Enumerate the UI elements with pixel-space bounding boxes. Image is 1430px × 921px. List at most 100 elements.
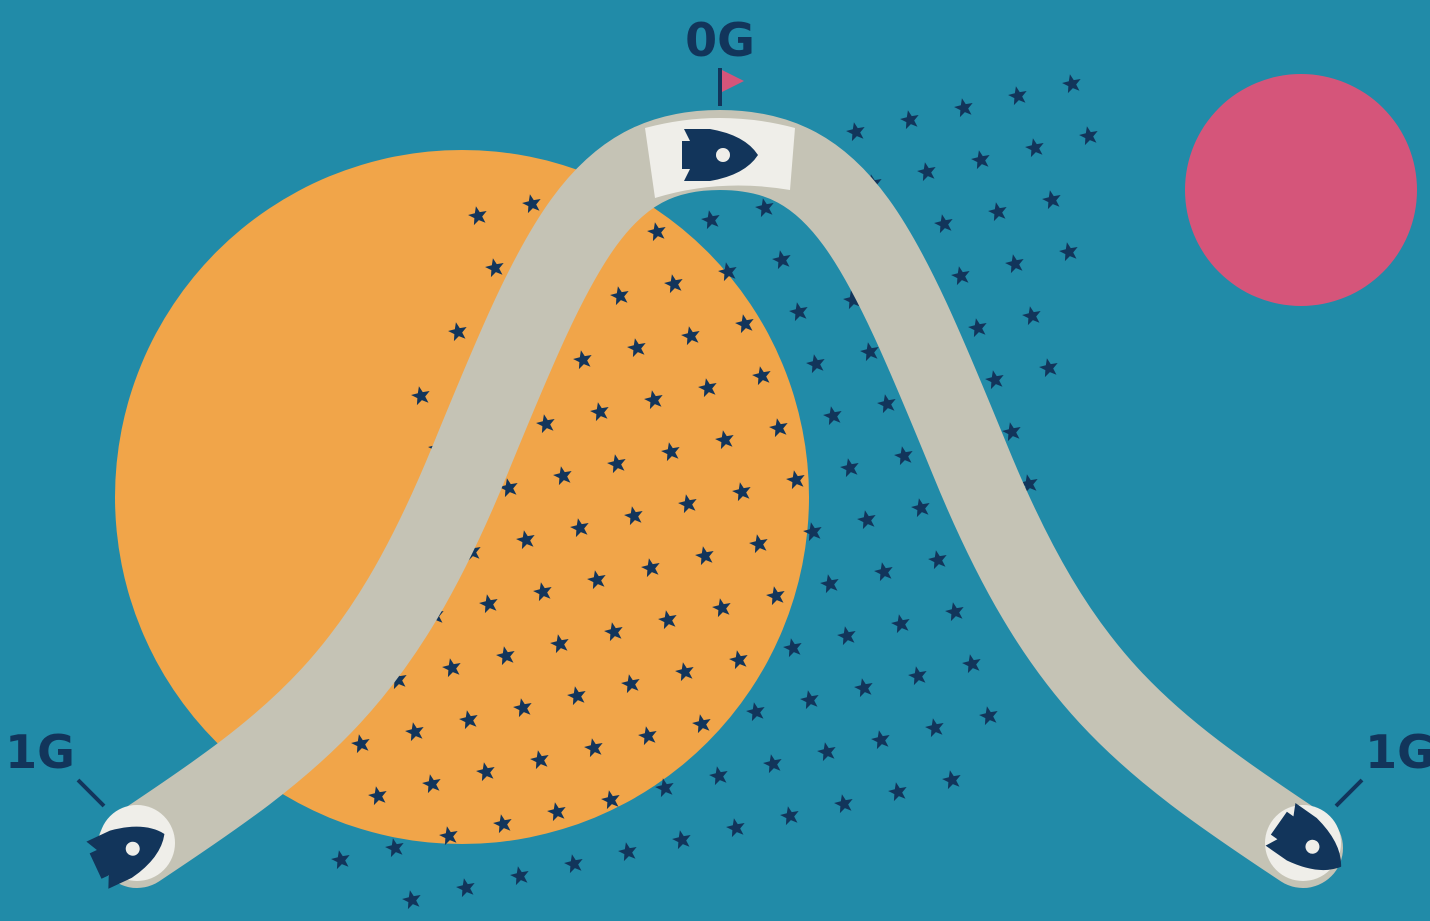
star	[698, 378, 717, 398]
star	[834, 794, 853, 814]
left-pointer	[76, 778, 106, 808]
star	[988, 202, 1007, 222]
star	[900, 110, 919, 130]
star	[476, 762, 495, 782]
star	[422, 774, 441, 794]
pink-planet	[1185, 74, 1417, 306]
star	[448, 322, 467, 342]
star	[894, 446, 913, 466]
star	[709, 766, 728, 786]
star	[971, 150, 990, 170]
rocket-top	[682, 129, 758, 181]
star	[718, 262, 737, 282]
star	[661, 442, 680, 462]
star	[405, 722, 424, 742]
star	[755, 198, 774, 218]
rocket-right	[1265, 803, 1342, 871]
star	[607, 454, 626, 474]
star	[675, 662, 694, 682]
star	[874, 562, 893, 582]
star	[780, 806, 799, 826]
star	[752, 366, 771, 386]
star	[618, 842, 637, 862]
star	[678, 494, 697, 514]
star	[496, 646, 515, 666]
star	[840, 458, 859, 478]
star	[601, 790, 620, 810]
star	[942, 770, 961, 790]
star	[925, 718, 944, 738]
star	[715, 430, 734, 450]
star	[533, 582, 552, 602]
star	[513, 698, 532, 718]
star	[786, 470, 805, 490]
star	[493, 814, 512, 834]
star	[860, 342, 879, 362]
star	[442, 658, 461, 678]
star	[550, 634, 569, 654]
star	[823, 406, 842, 426]
star	[735, 314, 754, 334]
star	[769, 418, 788, 438]
star	[456, 878, 475, 898]
star	[857, 510, 876, 530]
star	[644, 390, 663, 410]
star	[908, 666, 927, 686]
star	[547, 802, 566, 822]
star	[1008, 86, 1027, 106]
star	[888, 782, 907, 802]
rocket-left	[86, 826, 165, 889]
star	[638, 726, 657, 746]
star	[570, 518, 589, 538]
star	[891, 614, 910, 634]
star	[385, 838, 404, 858]
star	[368, 786, 387, 806]
star	[468, 206, 487, 226]
star	[803, 522, 822, 542]
star	[820, 574, 839, 594]
star	[402, 890, 421, 910]
right-label: 1G	[1365, 725, 1430, 779]
star	[604, 622, 623, 642]
star	[732, 482, 751, 502]
star	[439, 826, 458, 846]
star	[587, 570, 606, 590]
star	[530, 750, 549, 770]
star	[766, 586, 785, 606]
star	[806, 354, 825, 374]
star	[789, 302, 808, 322]
star	[1039, 358, 1058, 378]
star	[954, 98, 973, 118]
star	[746, 702, 765, 722]
flag	[722, 70, 744, 92]
star	[1025, 138, 1044, 158]
star	[647, 222, 666, 242]
star	[763, 754, 782, 774]
star	[499, 478, 518, 498]
right-pointer	[1334, 778, 1364, 808]
star	[1062, 74, 1081, 94]
star	[692, 714, 711, 734]
star	[1042, 190, 1061, 210]
star	[846, 122, 865, 142]
star	[968, 318, 987, 338]
star	[621, 674, 640, 694]
left-label: 1G	[5, 725, 75, 779]
star	[877, 394, 896, 414]
star	[655, 778, 674, 798]
star	[928, 550, 947, 570]
star	[516, 530, 535, 550]
star	[564, 854, 583, 874]
star	[1002, 422, 1021, 442]
star	[726, 818, 745, 838]
star	[945, 602, 964, 622]
star	[681, 326, 700, 346]
star	[837, 626, 856, 646]
star	[1005, 254, 1024, 274]
star	[701, 210, 720, 230]
star	[854, 678, 873, 698]
star	[985, 370, 1004, 390]
star	[962, 654, 981, 674]
